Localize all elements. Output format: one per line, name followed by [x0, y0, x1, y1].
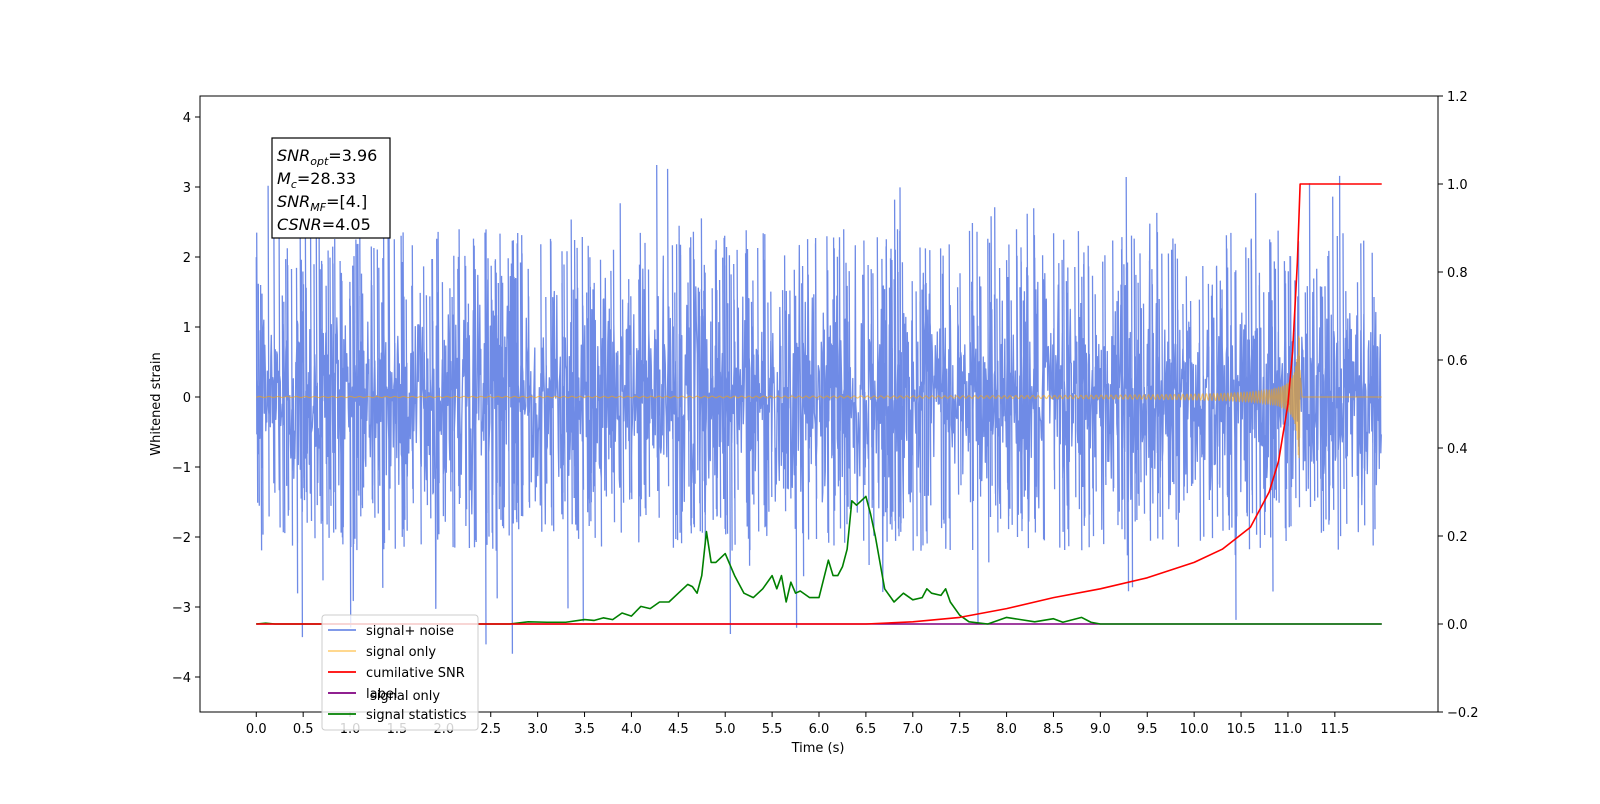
- x-tick-label: 9.5: [1137, 722, 1158, 737]
- legend-overlap-text: signal only: [370, 689, 440, 704]
- legend-frame: [321, 614, 479, 731]
- y-axis-left: −4 −3 −2 −1 0 1 2 3 4: [172, 111, 200, 686]
- legend-item-label: label: [366, 687, 397, 702]
- x-tick-label: 9.0: [1090, 722, 1111, 737]
- x-tick-label: 5.5: [762, 722, 783, 737]
- x-tick-label: 6.5: [856, 722, 877, 737]
- x-tick-label: 4.0: [621, 722, 642, 737]
- legend-item-label: signal statistics: [366, 708, 467, 723]
- y2-tick-label: −0.2: [1447, 706, 1479, 721]
- y-tick-label: 1: [183, 321, 191, 336]
- y2-tick-label: 0.4: [1447, 442, 1468, 457]
- y-tick-label: −1: [172, 461, 191, 476]
- x-axis-label: Time (s): [791, 741, 845, 756]
- y2-tick-label: 1.0: [1447, 178, 1468, 193]
- series-cumilative-snr: [256, 183, 1382, 625]
- y2-tick-label: 0.6: [1447, 354, 1468, 369]
- x-tick-label: 4.5: [668, 722, 689, 737]
- series-signal-statistics: [256, 495, 1382, 625]
- y-tick-label: 2: [183, 251, 191, 266]
- legend: signal only signal+ noise signal only cumil…: [321, 614, 479, 731]
- y2-tick-label: 0.8: [1447, 266, 1468, 281]
- y2-tick-label: 0.0: [1447, 618, 1468, 633]
- x-tick-label: 6.0: [809, 722, 830, 737]
- x-tick-label: 3.5: [574, 722, 595, 737]
- x-tick-label: 8.0: [996, 722, 1017, 737]
- x-tick-label: 10.0: [1180, 722, 1209, 737]
- cumilative-snr-line: [256, 183, 1382, 625]
- x-tick-label: 10.5: [1227, 722, 1256, 737]
- y-tick-label: 0: [183, 391, 191, 406]
- y-tick-label: 4: [183, 111, 191, 126]
- annotation-line: Mc=28.33: [277, 169, 356, 191]
- y-tick-label: −3: [172, 601, 191, 616]
- y-axis-label: Whitened strain: [149, 352, 164, 455]
- x-axis: 0.00.51.01.52.02.53.03.54.04.55.05.56.06…: [246, 712, 1349, 737]
- y-tick-label: −2: [172, 531, 191, 546]
- series-signal-only: [256, 335, 1382, 459]
- x-tick-label: 8.5: [1043, 722, 1064, 737]
- signal-statistics-line: [256, 495, 1382, 625]
- y-axis-right: −0.2 0.0 0.2 0.4 0.6 0.8 1.0 1.2: [1438, 90, 1479, 721]
- x-tick-label: 11.5: [1320, 722, 1349, 737]
- x-tick-label: 11.0: [1273, 722, 1302, 737]
- x-tick-label: 7.5: [949, 722, 970, 737]
- x-tick-label: 0.5: [293, 722, 314, 737]
- x-tick-label: 5.0: [715, 722, 736, 737]
- legend-item-label: signal only: [366, 645, 436, 660]
- x-tick-label: 7.0: [902, 722, 923, 737]
- x-tick-label: 2.5: [480, 722, 501, 737]
- y-tick-label: −4: [172, 671, 191, 686]
- y2-tick-label: 1.2: [1447, 90, 1468, 105]
- signal-only-line: [256, 335, 1382, 459]
- legend-item-label: signal+ noise: [366, 624, 454, 639]
- annotation-line: SNRopt=3.96: [277, 146, 377, 168]
- y2-tick-label: 0.2: [1447, 530, 1468, 545]
- annotation-line: CSNR=4.05: [277, 215, 371, 234]
- x-tick-label: 0.0: [246, 722, 267, 737]
- plot-area: [255, 164, 1382, 654]
- y-tick-label: 3: [183, 181, 191, 196]
- x-tick-label: 3.0: [527, 722, 548, 737]
- annotation-line: SNRMF=[4.]: [277, 192, 367, 214]
- annotation-frame: [271, 137, 391, 239]
- legend-item-label: cumilative SNR: [366, 666, 465, 681]
